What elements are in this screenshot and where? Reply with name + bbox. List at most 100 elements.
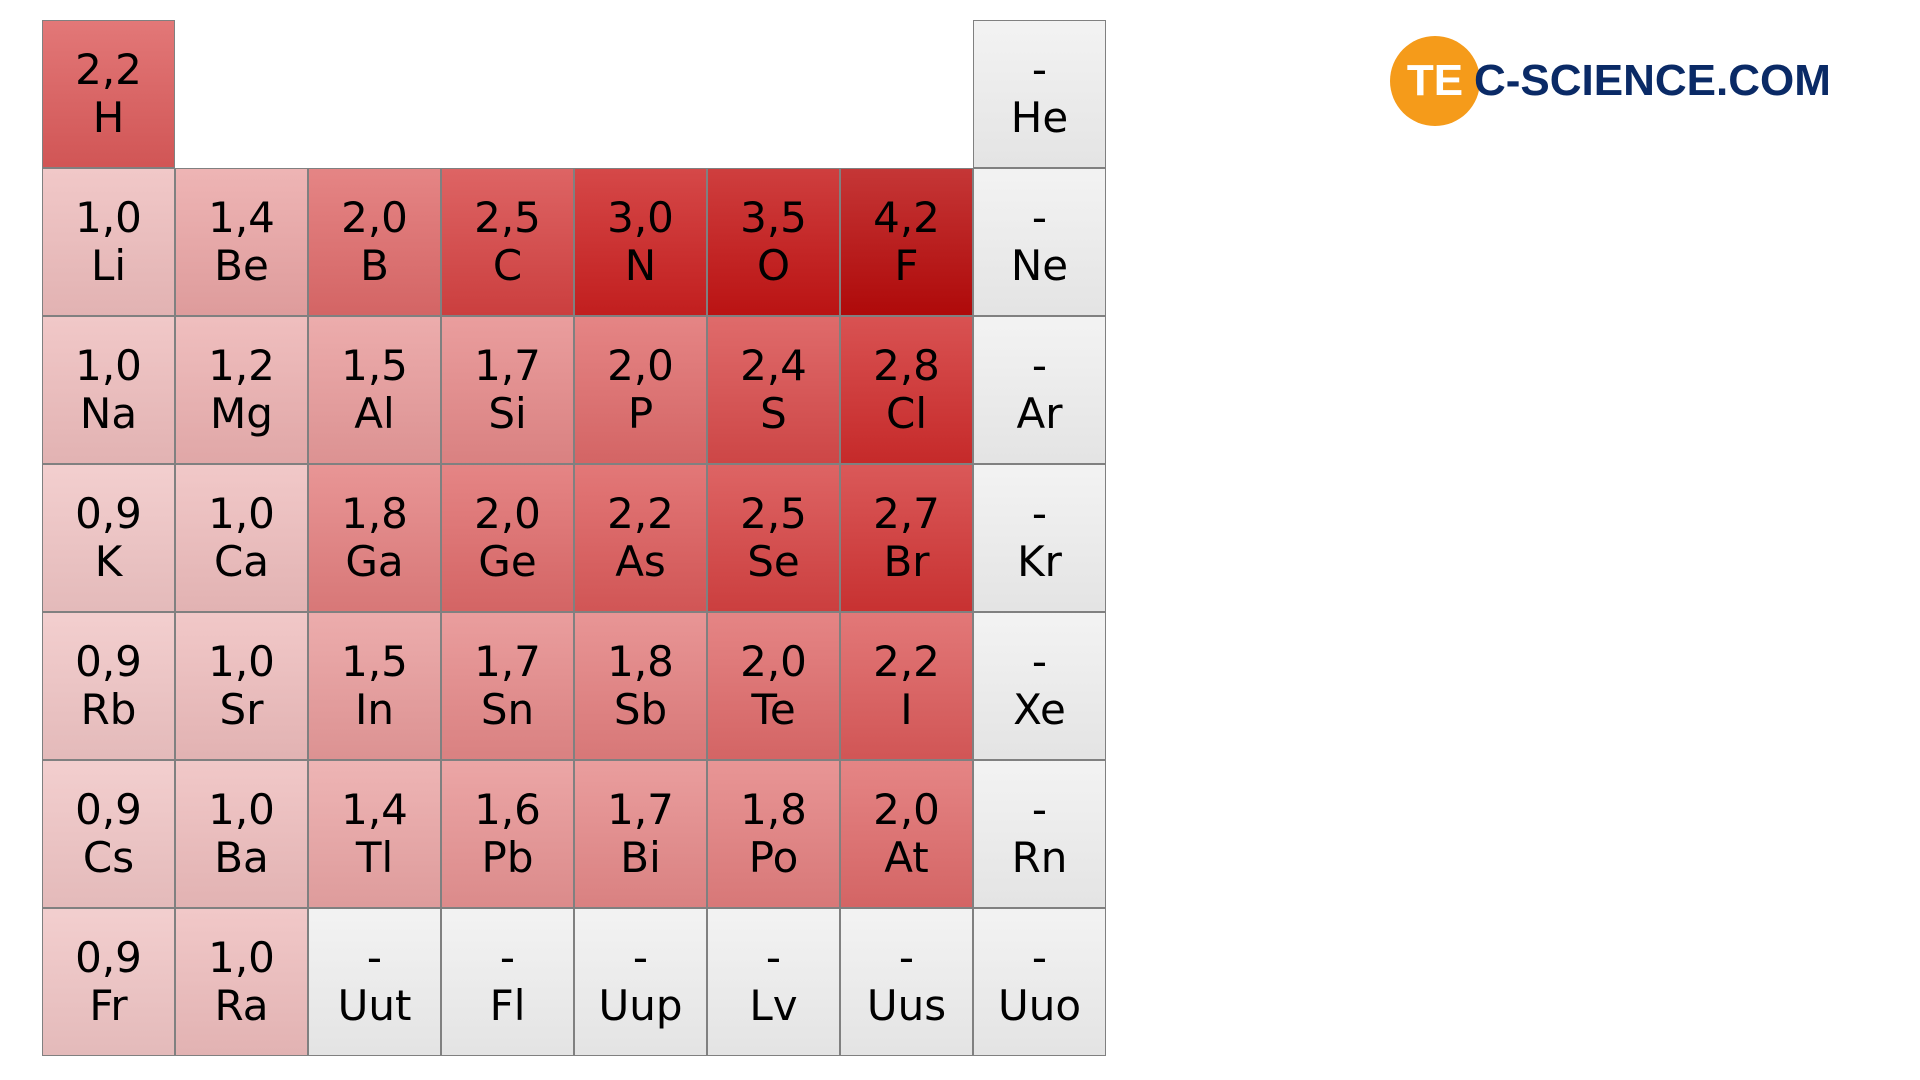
element-symbol: Tl	[356, 834, 393, 882]
element-symbol: Uut	[338, 982, 412, 1030]
tec-science-logo: TE C-SCIENCE.COM	[1390, 36, 1831, 126]
element-cell-ra: 1,0Ra	[175, 908, 308, 1056]
element-symbol: I	[900, 686, 912, 734]
electronegativity-value: 2,4	[740, 342, 807, 390]
element-symbol: Se	[747, 538, 800, 586]
element-symbol: Ge	[478, 538, 536, 586]
electronegativity-value: 1,5	[341, 638, 408, 686]
element-cell-se: 2,5Se	[707, 464, 840, 612]
empty-cell	[441, 20, 574, 168]
element-symbol: In	[355, 686, 394, 734]
element-symbol: Ca	[214, 538, 269, 586]
electronegativity-value: 1,4	[208, 194, 275, 242]
electronegativity-value: 2,0	[873, 786, 940, 834]
element-symbol: Pb	[482, 834, 534, 882]
electronegativity-value: 1,8	[607, 638, 674, 686]
element-symbol: Sr	[220, 686, 264, 734]
element-symbol: N	[625, 242, 656, 290]
electronegativity-value: 2,0	[474, 490, 541, 538]
element-symbol: Sb	[614, 686, 667, 734]
element-cell-na: 1,0Na	[42, 316, 175, 464]
electronegativity-value: 0,9	[75, 638, 142, 686]
electronegativity-value: 2,5	[474, 194, 541, 242]
element-cell-xe: -Xe	[973, 612, 1106, 760]
element-cell-uus: -Uus	[840, 908, 973, 1056]
element-symbol: K	[95, 538, 123, 586]
electronegativity-table: 2,2H-He1,0Li1,4Be2,0B2,5C3,0N3,5O4,2F-Ne…	[42, 20, 1106, 1056]
electronegativity-value: 2,2	[607, 490, 674, 538]
element-symbol: Cs	[83, 834, 134, 882]
element-symbol: Uus	[867, 982, 946, 1030]
element-cell-b: 2,0B	[308, 168, 441, 316]
element-symbol: Rn	[1012, 834, 1068, 882]
element-symbol: Uuo	[998, 982, 1081, 1030]
element-cell-cs: 0,9Cs	[42, 760, 175, 908]
element-symbol: Na	[80, 390, 137, 438]
element-cell-n: 3,0N	[574, 168, 707, 316]
element-symbol: He	[1011, 94, 1068, 142]
element-symbol: Mg	[210, 390, 273, 438]
element-cell-rn: -Rn	[973, 760, 1106, 908]
electronegativity-value: 1,0	[208, 490, 275, 538]
empty-cell	[840, 20, 973, 168]
element-cell-i: 2,2I	[840, 612, 973, 760]
element-cell-ba: 1,0Ba	[175, 760, 308, 908]
element-cell-uuo: -Uuo	[973, 908, 1106, 1056]
element-cell-te: 2,0Te	[707, 612, 840, 760]
electronegativity-value: -	[1032, 786, 1047, 834]
element-cell-rb: 0,9Rb	[42, 612, 175, 760]
electronegativity-value: 1,4	[341, 786, 408, 834]
element-symbol: B	[360, 242, 389, 290]
electronegativity-value: 1,7	[607, 786, 674, 834]
element-cell-he: -He	[973, 20, 1106, 168]
element-symbol: P	[628, 390, 653, 438]
electronegativity-value: 2,5	[740, 490, 807, 538]
element-cell-sr: 1,0Sr	[175, 612, 308, 760]
element-symbol: Cl	[886, 390, 927, 438]
electronegativity-value: -	[367, 934, 382, 982]
element-symbol: Si	[488, 390, 526, 438]
element-cell-ne: -Ne	[973, 168, 1106, 316]
electronegativity-value: 2,0	[607, 342, 674, 390]
empty-cell	[175, 20, 308, 168]
electronegativity-value: 3,0	[607, 194, 674, 242]
empty-cell	[707, 20, 840, 168]
electronegativity-value: 0,9	[75, 490, 142, 538]
element-symbol: Li	[91, 242, 126, 290]
electronegativity-value: 1,7	[474, 638, 541, 686]
element-cell-ga: 1,8Ga	[308, 464, 441, 612]
element-symbol: As	[615, 538, 666, 586]
element-cell-sb: 1,8Sb	[574, 612, 707, 760]
element-cell-ge: 2,0Ge	[441, 464, 574, 612]
element-symbol: Ga	[345, 538, 403, 586]
element-cell-sn: 1,7Sn	[441, 612, 574, 760]
element-cell-uut: -Uut	[308, 908, 441, 1056]
electronegativity-value: 1,0	[208, 638, 275, 686]
element-symbol: Bi	[620, 834, 660, 882]
electronegativity-value: 1,0	[208, 934, 275, 982]
empty-cell	[574, 20, 707, 168]
element-symbol: Fr	[89, 982, 127, 1030]
electronegativity-value: 2,0	[740, 638, 807, 686]
electronegativity-value: 1,2	[208, 342, 275, 390]
electronegativity-value: 2,8	[873, 342, 940, 390]
element-cell-p: 2,0P	[574, 316, 707, 464]
electronegativity-value: -	[1032, 342, 1047, 390]
element-symbol: Sn	[481, 686, 534, 734]
element-symbol: Be	[214, 242, 269, 290]
element-cell-s: 2,4S	[707, 316, 840, 464]
element-symbol: Kr	[1017, 538, 1062, 586]
electronegativity-value: 0,9	[75, 786, 142, 834]
element-symbol: Xe	[1013, 686, 1066, 734]
element-symbol: C	[493, 242, 522, 290]
element-cell-fl: -Fl	[441, 908, 574, 1056]
element-symbol: Ra	[215, 982, 269, 1030]
electronegativity-value: 1,8	[341, 490, 408, 538]
electronegativity-value: 2,2	[75, 46, 142, 94]
electronegativity-value: -	[1032, 490, 1047, 538]
element-cell-li: 1,0Li	[42, 168, 175, 316]
element-symbol: F	[894, 242, 918, 290]
logo-disc-text: TE	[1407, 56, 1463, 106]
logo-disc: TE	[1390, 36, 1480, 126]
element-symbol: At	[884, 834, 928, 882]
